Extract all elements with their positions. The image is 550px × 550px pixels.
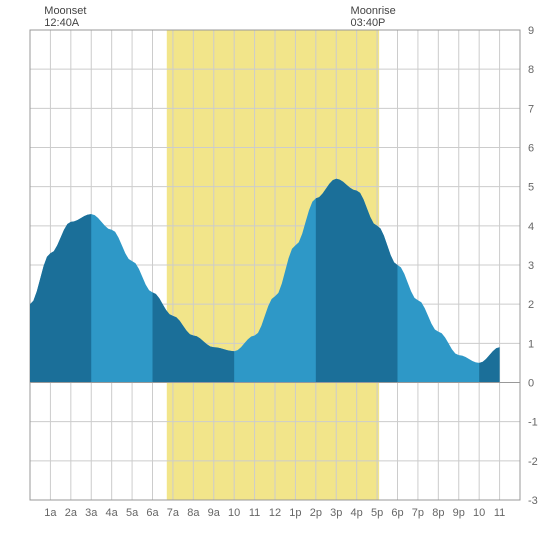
moonset-label: Moonset: [44, 5, 86, 17]
x-tick-label: 1p: [289, 507, 301, 519]
y-tick-label: 8: [528, 64, 534, 76]
x-tick-label: 7a: [167, 507, 180, 519]
chart-svg: -3-2-101234567891a2a3a4a5a6a7a8a9a101112…: [0, 0, 550, 550]
y-tick-label: -1: [528, 417, 538, 429]
x-tick-label: 8a: [187, 507, 200, 519]
moonrise-time: 03:40P: [351, 17, 386, 29]
x-tick-label: 7p: [412, 507, 424, 519]
tide-chart: -3-2-101234567891a2a3a4a5a6a7a8a9a101112…: [0, 0, 550, 550]
y-tick-label: 3: [528, 260, 534, 272]
x-tick-label: 9a: [208, 507, 221, 519]
x-tick-label: 2a: [65, 507, 78, 519]
y-tick-label: 1: [528, 338, 534, 350]
x-tick-label: 4p: [351, 507, 363, 519]
y-tick-label: -3: [528, 495, 538, 507]
y-tick-label: 2: [528, 299, 534, 311]
moonrise-label: Moonrise: [351, 5, 396, 17]
y-tick-label: 0: [528, 378, 534, 390]
x-tick-label: 12: [269, 507, 281, 519]
y-tick-label: -2: [528, 456, 538, 468]
x-tick-label: 4a: [106, 507, 119, 519]
x-tick-label: 2p: [310, 507, 322, 519]
x-tick-label: 3p: [330, 507, 342, 519]
x-tick-label: 10: [473, 507, 485, 519]
y-tick-label: 5: [528, 182, 534, 194]
y-tick-label: 4: [528, 221, 534, 233]
y-tick-label: 7: [528, 103, 534, 115]
x-tick-label: 5a: [126, 507, 139, 519]
x-tick-label: 6p: [391, 507, 403, 519]
y-tick-label: 9: [528, 25, 534, 37]
x-tick-label: 11: [494, 507, 505, 519]
moonset-time: 12:40A: [44, 17, 80, 29]
x-tick-label: 3a: [85, 507, 98, 519]
x-tick-label: 11: [249, 507, 260, 519]
x-tick-label: 5p: [371, 507, 383, 519]
x-tick-label: 6a: [146, 507, 159, 519]
x-tick-label: 8p: [432, 507, 444, 519]
x-tick-label: 10: [228, 507, 240, 519]
x-tick-label: 9p: [453, 507, 465, 519]
y-tick-label: 6: [528, 143, 534, 155]
x-tick-label: 1a: [44, 507, 57, 519]
